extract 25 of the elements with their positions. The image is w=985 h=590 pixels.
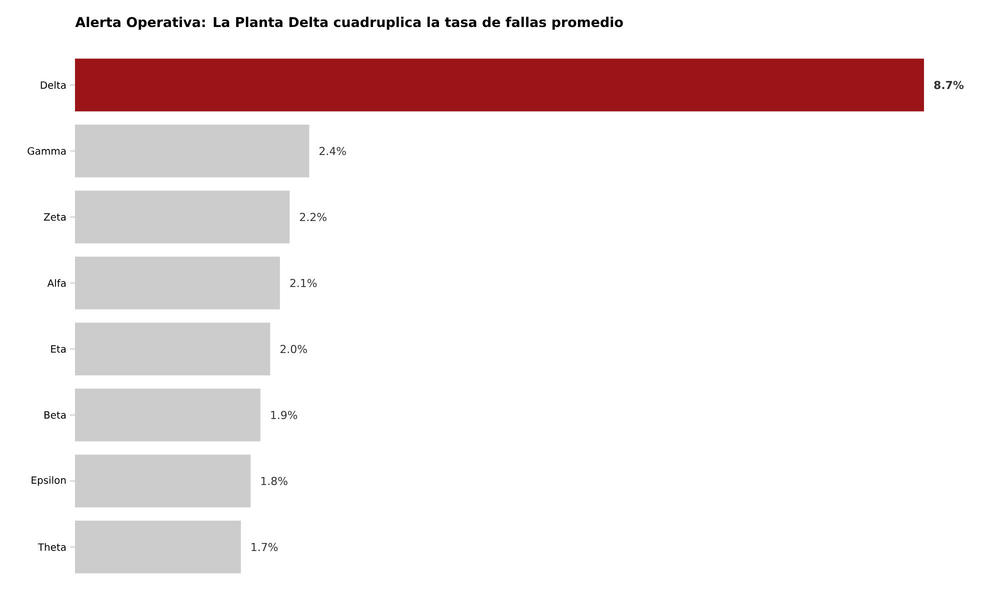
data-label: 1.7% xyxy=(252,542,278,552)
y-tick-label: Beta xyxy=(44,411,66,419)
bar xyxy=(75,124,310,178)
data-label: 1.8% xyxy=(261,476,288,486)
y-tick-label: Epsilon xyxy=(32,476,66,486)
y-tick-label: Zeta xyxy=(44,213,66,221)
bar xyxy=(75,256,280,310)
data-label: 2.4% xyxy=(320,146,346,156)
bar xyxy=(75,388,260,442)
y-tick-label: Theta xyxy=(38,543,66,551)
bar xyxy=(75,190,290,244)
data-label: 2.0% xyxy=(280,344,307,354)
data-label: 2.2% xyxy=(300,212,326,222)
bar xyxy=(75,58,924,112)
y-tick-label: Eta xyxy=(51,345,66,353)
data-label: 2.1% xyxy=(290,278,317,288)
y-tick-label: Gamma xyxy=(28,147,66,155)
bar xyxy=(75,454,251,508)
bar xyxy=(75,322,270,376)
y-tick-label: Delta xyxy=(40,81,66,89)
data-label: 8.7% xyxy=(934,80,964,90)
bar xyxy=(75,520,241,574)
y-tick-label: Alfa xyxy=(47,279,66,287)
data-label: 1.9% xyxy=(271,410,298,420)
chart-title: Alerta Operativa: La Planta Delta cuadruplica la tasa de fallas promedio xyxy=(75,16,623,30)
